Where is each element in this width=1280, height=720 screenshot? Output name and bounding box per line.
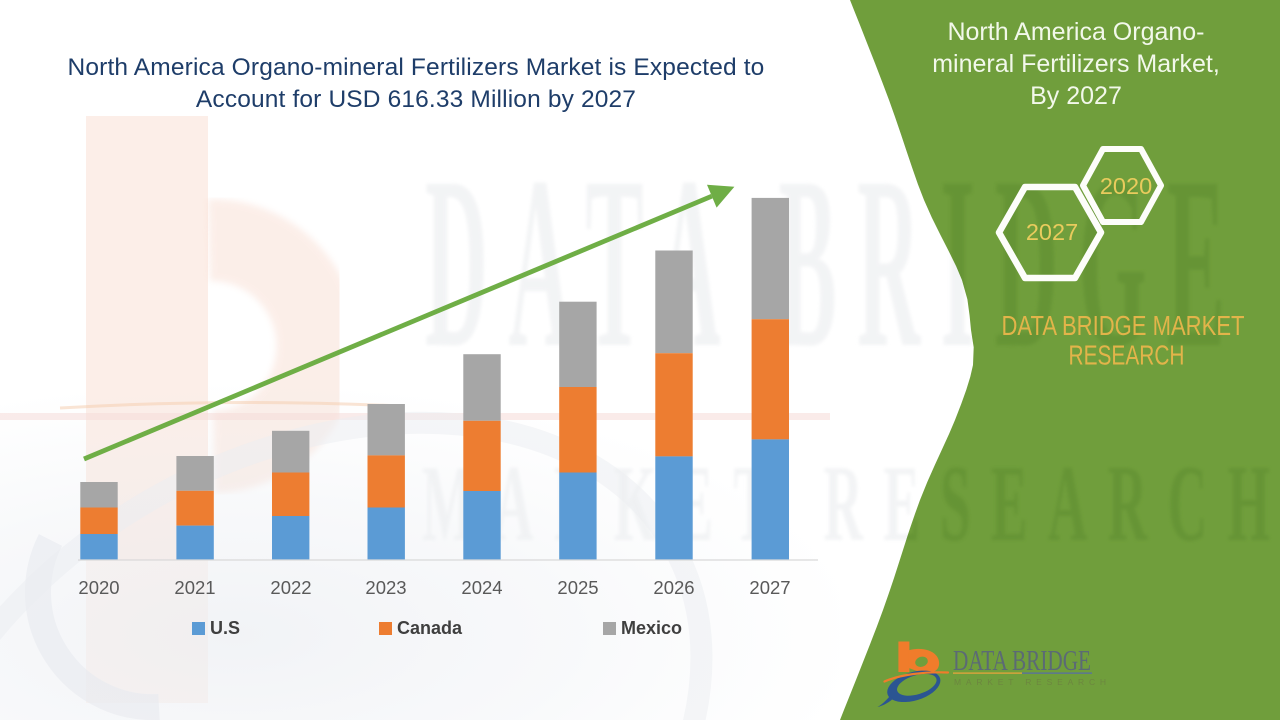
svg-text:MARKET RESEARCH: MARKET RESEARCH [954,677,1111,687]
svg-text:DATA BRIDGE: DATA BRIDGE [953,646,1091,677]
svg-text:DATA BRIDGE MARKET: DATA BRIDGE MARKET [1002,310,1245,341]
svg-text:RESEARCH: RESEARCH [1069,340,1185,371]
